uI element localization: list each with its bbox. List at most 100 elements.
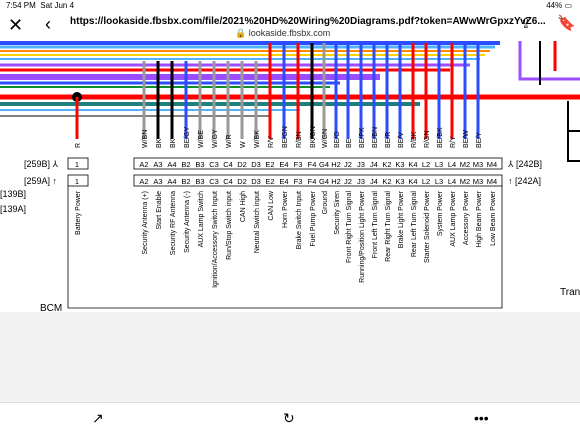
bcm-label: BCM [40, 303, 62, 312]
pin-label: J2 [344, 160, 352, 169]
pin-label: L4 [448, 160, 456, 169]
wire-color-label: W [240, 141, 247, 148]
pin-label: G4 [319, 160, 329, 169]
pin-function-label: Front Left Turn Signal [372, 191, 379, 259]
wire-color-label: BK/GN [310, 126, 317, 148]
connector-label-139b: [139B] [0, 189, 26, 199]
pin-function-label: Security Antenna (+) [142, 191, 149, 255]
bottom-toolbar: ↗ ↻ ••• [0, 402, 580, 436]
bookmark-icon[interactable]: 🔖 [557, 15, 576, 32]
pin-function-label: System Power [437, 190, 444, 236]
pin-label: C4 [223, 177, 233, 186]
wire-color-label: BE/W [463, 130, 470, 148]
connector-label-242b: ⅄ [242B] [507, 159, 542, 169]
pin-label: A4 [167, 177, 176, 186]
pin-label: J4 [370, 177, 378, 186]
close-icon[interactable]: ✕ [8, 15, 24, 35]
pin-function-label: Security Siren [334, 191, 341, 235]
pin-label: E2 [265, 177, 274, 186]
wire-color-label: BK [156, 138, 163, 148]
wiring-diagram: R W/BN BK BK BE/GY W/BE W/GY W/R W W/BK R/V BE/GN R/… [0, 41, 580, 312]
pin-label: 1 [75, 177, 79, 186]
wire-color-label: BE [346, 138, 353, 148]
wire-color-label: BE/R [385, 132, 392, 148]
pin-label: M2 [460, 160, 470, 169]
pin-function-label: Running/Position Light Power [359, 190, 366, 283]
pin-label: G4 [319, 177, 329, 186]
pin-label: L4 [448, 177, 456, 186]
pin-label: F4 [308, 160, 317, 169]
bus-wire [567, 101, 580, 162]
wire-color-label: R/V [268, 136, 275, 148]
cut-label: Tran [560, 287, 580, 298]
pin-label: B3 [195, 160, 204, 169]
back-icon[interactable]: ‹ [45, 14, 51, 34]
pin-label: A2 [139, 177, 148, 186]
pin-label: B2 [181, 177, 190, 186]
connector-bottom-box [133, 174, 503, 187]
pin-function-label: Start Enable [156, 191, 163, 230]
pin-function-label: AUX Lamp Power [450, 190, 457, 246]
wire-color-label: BE/PK [359, 127, 366, 148]
status-time: 7:54 PM Sat Jun 4 [6, 1, 75, 10]
pin-label: L3 [435, 160, 443, 169]
pin-label: A3 [153, 177, 162, 186]
wire-color-label: BE/BN [372, 127, 379, 148]
pin-function-label: Neutral Switch input [254, 191, 261, 253]
connector-label-259b: [259B] ⅄ [24, 159, 59, 169]
pin-label: B2 [181, 160, 190, 169]
reload-icon[interactable]: ↻ [283, 410, 295, 426]
pin-label: F4 [308, 177, 317, 186]
wire-color-label: BE/GY [184, 126, 191, 148]
battery-indicator: 44% ▭ [546, 1, 572, 10]
more-icon[interactable]: ••• [474, 410, 489, 426]
pin-function-label: CAN Low [268, 190, 275, 221]
pin-label: H2 [331, 177, 341, 186]
bcm-outline [67, 186, 503, 309]
pin-function-label: Brake Light Power [398, 190, 405, 248]
pin-label: C3 [209, 177, 219, 186]
wire-color-label: BK [170, 138, 177, 148]
pin-label: K2 [382, 160, 391, 169]
wire-color-label: W/GY [212, 129, 219, 148]
pin-label: K3 [395, 160, 404, 169]
pin-label: A2 [139, 160, 148, 169]
url-text[interactable]: https://lookaside.fbsbx.com/file/2021%20… [70, 16, 546, 27]
pin-label: D3 [251, 160, 261, 169]
pin-label: E4 [279, 160, 288, 169]
pin-label: L3 [435, 177, 443, 186]
connector-label-242a: ↑ [242A] [508, 176, 541, 186]
pin-function-label: Accessory Power [463, 190, 470, 245]
pin-label: E2 [265, 160, 274, 169]
wire-color-label: R/BK [411, 131, 418, 148]
pin-function-label: Brake Switch Input [296, 191, 303, 249]
wire-color-label: BE/Y [476, 132, 483, 148]
share-icon[interactable]: ⇪ [520, 15, 532, 31]
pin-label: F3 [294, 160, 303, 169]
wire-color-label: BE/BK [437, 127, 444, 148]
pin-function-label: High Beam Power [476, 190, 483, 247]
pin-label: J3 [357, 177, 365, 186]
pin-label: A3 [153, 160, 162, 169]
pin-function-label: Ignition/Accessory Switch Input [212, 191, 219, 288]
connector-label-139a: [139A] [0, 204, 26, 214]
pin-function-label: Security RF Antenna [170, 191, 177, 255]
pin-label: H2 [331, 160, 341, 169]
pin-function-label: Run/Stop Switch input [226, 191, 233, 260]
pin-label: D2 [237, 177, 247, 186]
wire-color-label: R/Y [450, 136, 457, 148]
pdf-page: R W/BN BK BK BE/GY W/BE W/GY W/R W W/BK R/V BE/GN R/… [0, 41, 580, 312]
pin-label: D2 [237, 160, 247, 169]
connector-label-259a: [259A] ↑ [24, 176, 57, 186]
status-bar: 7:54 PM Sat Jun 4 44% ▭ [0, 0, 580, 11]
pin-label: M3 [473, 160, 483, 169]
page-gap [0, 312, 580, 402]
pin-label: 1 [75, 160, 79, 169]
pin-label: K4 [408, 177, 417, 186]
host-text: 🔒 lookaside.fbsbx.com [235, 28, 331, 38]
pin-label: E4 [279, 177, 288, 186]
pin-function-label: Rear Right Turn Signal [385, 191, 392, 262]
pin-label: L2 [422, 177, 430, 186]
connector-top-box [133, 157, 503, 170]
share-forward-icon[interactable]: ↗ [92, 410, 104, 426]
